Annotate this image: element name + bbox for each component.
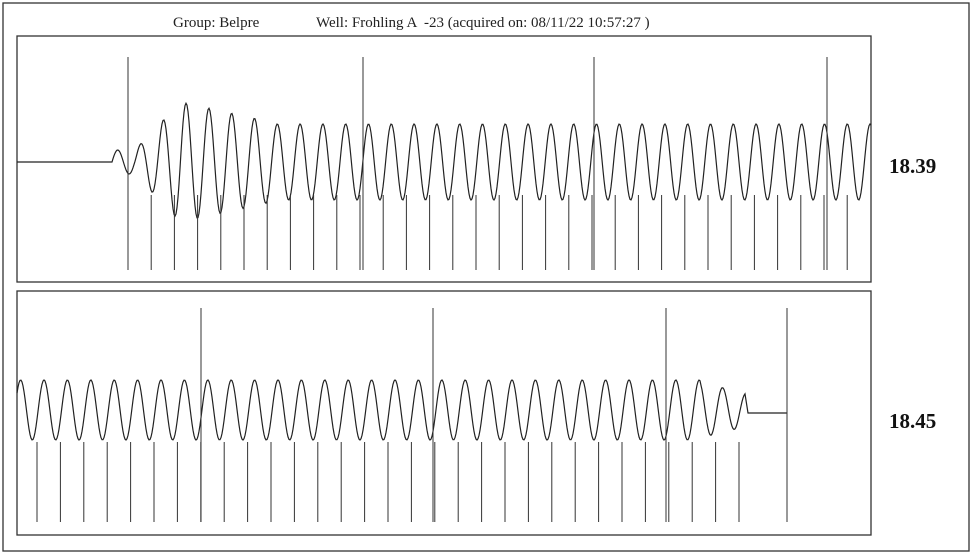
group-label: Group: Belpre — [173, 15, 260, 31]
panel-value: 18.39 — [889, 154, 936, 178]
waveform — [16, 379, 787, 441]
traces — [16, 57, 872, 522]
panel-value: 18.45 — [889, 409, 936, 433]
waveform — [17, 101, 872, 219]
top-panel — [16, 35, 872, 283]
well-label: Well: Frohling A -23 (acquired on: 08/11… — [316, 15, 650, 31]
bottom-panel — [16, 290, 872, 536]
